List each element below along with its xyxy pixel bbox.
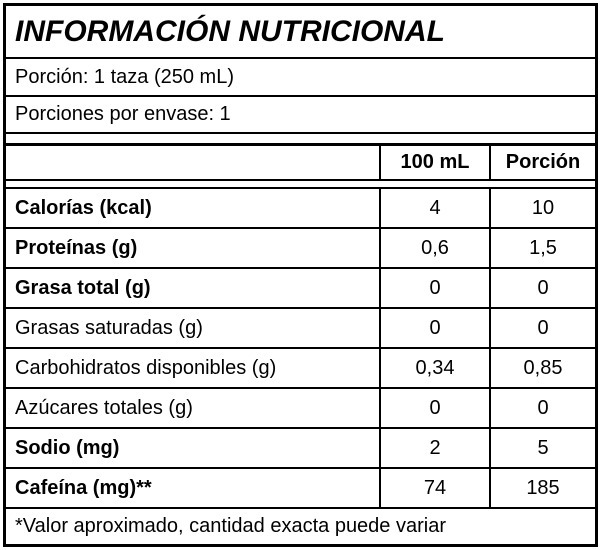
value-per-100ml: 0,34 <box>379 349 489 387</box>
nutrition-label: INFORMACIÓN NUTRICIONAL Porción: 1 taza … <box>3 3 598 547</box>
value-per-portion: 1,5 <box>489 229 595 267</box>
table-row: Calorías (kcal) 4 10 <box>6 189 595 229</box>
value-per-100ml: 74 <box>379 469 489 507</box>
nutrient-label: Azúcares totales (g) <box>15 396 193 419</box>
table-row: Grasas saturadas (g) 0 0 <box>6 309 595 349</box>
header-per-100ml: 100 mL <box>379 146 489 179</box>
nutrient-label: Carbohidratos disponibles (g) <box>15 356 277 379</box>
table-row: Proteínas (g) 0,6 1,5 <box>6 229 595 269</box>
value-per-portion: 0,85 <box>489 349 595 387</box>
table-row: Carbohidratos disponibles (g) 0,34 0,85 <box>6 349 595 389</box>
table-header-row: 100 mL Porción <box>6 146 595 181</box>
value-per-100ml: 0 <box>379 389 489 427</box>
value-per-100ml: 2 <box>379 429 489 467</box>
nutrient-label: Cafeína (mg)** <box>15 476 152 499</box>
value-per-portion: 0 <box>489 309 595 347</box>
header-per-portion: Porción <box>489 146 595 179</box>
divider-thick <box>6 134 595 146</box>
header-empty-cell <box>6 146 379 179</box>
divider-thin <box>6 181 595 189</box>
table-row: Grasa total (g) 0 0 <box>6 269 595 309</box>
table-row: Cafeína (mg)** 74 185 <box>6 469 595 509</box>
nutrient-label: Sodio (mg) <box>15 436 120 459</box>
value-per-100ml: 0 <box>379 269 489 307</box>
serving-size-row: Porción: 1 taza (250 mL) <box>6 59 595 97</box>
nutrition-title: INFORMACIÓN NUTRICIONAL <box>6 6 595 59</box>
nutrient-label: Proteínas (g) <box>15 236 138 259</box>
value-per-portion: 5 <box>489 429 595 467</box>
value-per-portion: 10 <box>489 189 595 227</box>
value-per-portion: 185 <box>489 469 595 507</box>
footnote: *Valor aproximado, cantidad exacta puede… <box>15 515 446 537</box>
value-per-portion: 0 <box>489 269 595 307</box>
value-per-portion: 0 <box>489 389 595 427</box>
table-row: Azúcares totales (g) 0 0 <box>6 389 595 429</box>
nutrient-label: Grasas saturadas (g) <box>15 316 203 339</box>
value-per-100ml: 0 <box>379 309 489 347</box>
servings-per-container-row: Porciones por envase: 1 <box>6 97 595 134</box>
value-per-100ml: 0,6 <box>379 229 489 267</box>
nutrient-label: Calorías (kcal) <box>15 196 152 219</box>
nutrient-label: Grasa total (g) <box>15 276 151 299</box>
table-row: Sodio (mg) 2 5 <box>6 429 595 469</box>
value-per-100ml: 4 <box>379 189 489 227</box>
